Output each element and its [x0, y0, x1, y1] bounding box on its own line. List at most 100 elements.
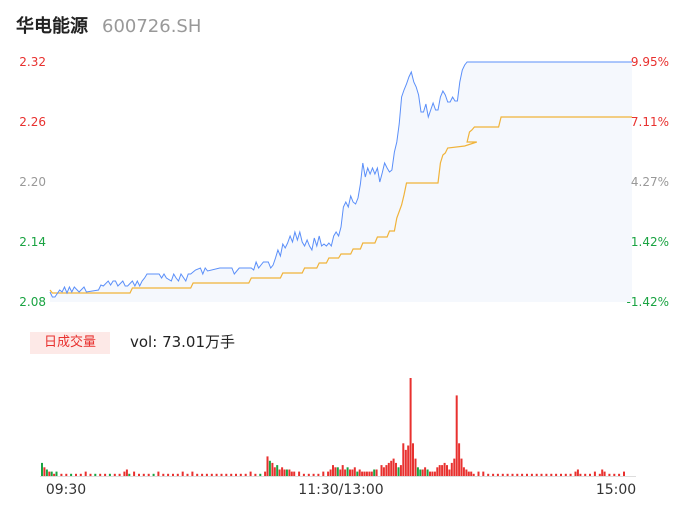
- volume-bar: [421, 469, 424, 476]
- volume-bar: [526, 473, 528, 476]
- time-tick-label: 09:30: [46, 482, 86, 498]
- right-tick-label: -1.42%: [627, 295, 669, 309]
- time-axis: 09:30 11:30/13:00 15:00: [46, 482, 636, 498]
- volume-bar: [186, 473, 189, 476]
- price-lines: [49, 61, 632, 298]
- volume-bar: [138, 473, 140, 476]
- volume-bar: [254, 473, 257, 476]
- average-price-line: [49, 116, 632, 294]
- volume-bar: [579, 473, 582, 476]
- volume-bar: [516, 473, 519, 476]
- volume-bar: [65, 473, 68, 476]
- volume-bar: [392, 458, 395, 476]
- volume-bar: [341, 465, 344, 476]
- volume-bar: [312, 473, 315, 476]
- volume-bar: [239, 473, 242, 476]
- volume-bar: [472, 473, 475, 476]
- volume-bar: [79, 473, 82, 476]
- volume-bar: [225, 473, 228, 476]
- volume-bar: [530, 473, 533, 476]
- volume-bar: [458, 443, 461, 476]
- volume-bar: [215, 473, 218, 476]
- volume-bar: [414, 458, 417, 476]
- volume-bar: [288, 469, 291, 476]
- volume-bar: [201, 473, 204, 476]
- volume-bar: [569, 473, 572, 476]
- volume-bar: [99, 473, 102, 476]
- volume-bar: [48, 471, 51, 476]
- volume-bar: [382, 467, 385, 476]
- volume-bar: [181, 471, 184, 476]
- volume-bar: [285, 469, 288, 476]
- volume-summary: vol: 73.01万手: [130, 331, 235, 352]
- volume-bar: [506, 473, 509, 476]
- volume-bar: [438, 465, 441, 476]
- volume-bar: [576, 469, 579, 476]
- volume-bar: [349, 469, 351, 476]
- volume-bar: [462, 467, 465, 476]
- volume-bar: [593, 471, 596, 476]
- volume-bar: [276, 465, 279, 476]
- time-tick-label: 15:00: [596, 482, 636, 498]
- volume-bar: [268, 460, 271, 476]
- stock-code: 600726.SH: [102, 16, 202, 37]
- volume-bar: [407, 445, 410, 476]
- volume-bar: [307, 473, 310, 476]
- volume-bar: [375, 469, 378, 476]
- volume-bar: [75, 473, 77, 476]
- volume-bar: [283, 469, 286, 476]
- volume-bar: [358, 469, 361, 476]
- time-tick-label: 11:30/13:00: [298, 482, 383, 498]
- volume-bar: [601, 469, 604, 476]
- left-tick-label: 2.32: [19, 55, 46, 69]
- title-bar: 华电能源 600726.SH: [16, 12, 201, 40]
- volume-bar: [108, 473, 111, 476]
- volume-bar: [230, 473, 233, 476]
- volume-bar: [477, 471, 480, 476]
- volume-bar: [613, 473, 616, 476]
- volume-bar: [492, 473, 495, 476]
- volume-bar: [598, 473, 601, 476]
- volume-bar: [271, 462, 274, 476]
- volume-bar: [244, 473, 247, 476]
- volume-bar: [424, 467, 427, 476]
- volume-bar: [368, 471, 371, 476]
- volume-bar: [336, 467, 339, 476]
- volume-bar: [329, 469, 332, 476]
- volume-bar: [118, 473, 121, 476]
- volume-bar: [322, 471, 325, 476]
- volume-bar: [302, 473, 305, 476]
- volume-bar: [455, 395, 458, 476]
- volume-bar: [266, 456, 269, 476]
- volume-bar: [555, 473, 558, 476]
- volume-bar: [460, 458, 463, 476]
- volume-bar: [496, 473, 499, 476]
- left-tick-label: 2.26: [19, 115, 46, 129]
- volume-bar: [152, 473, 155, 476]
- volume-bar: [356, 471, 359, 476]
- right-tick-label: 9.95%: [631, 55, 669, 69]
- volume-bar: [70, 473, 73, 476]
- right-percent-axis: 9.95% 7.11% 4.27% 1.42% -1.42%: [627, 55, 669, 309]
- volume-bar: [560, 473, 562, 476]
- volume-tab[interactable]: 日成交量: [30, 332, 110, 354]
- volume-bar: [235, 473, 237, 476]
- volume-bar: [290, 471, 293, 476]
- volume-bar: [535, 473, 538, 476]
- volume-bar: [429, 471, 431, 476]
- volume-bar: [416, 467, 419, 476]
- volume-bar: [363, 471, 366, 476]
- volume-bar: [162, 473, 165, 476]
- volume-bar: [176, 473, 179, 476]
- volume-bar: [446, 465, 448, 476]
- volume-bar: [370, 471, 373, 476]
- volume-bar: [45, 469, 48, 476]
- volume-bar: [125, 469, 128, 476]
- volume-bar: [278, 469, 281, 476]
- volume-bar: [133, 471, 136, 476]
- volume-bar: [390, 460, 393, 476]
- volume-bar: [443, 462, 446, 476]
- volume-bar: [511, 473, 514, 476]
- volume-bar: [397, 467, 400, 476]
- volume-bar: [426, 469, 429, 476]
